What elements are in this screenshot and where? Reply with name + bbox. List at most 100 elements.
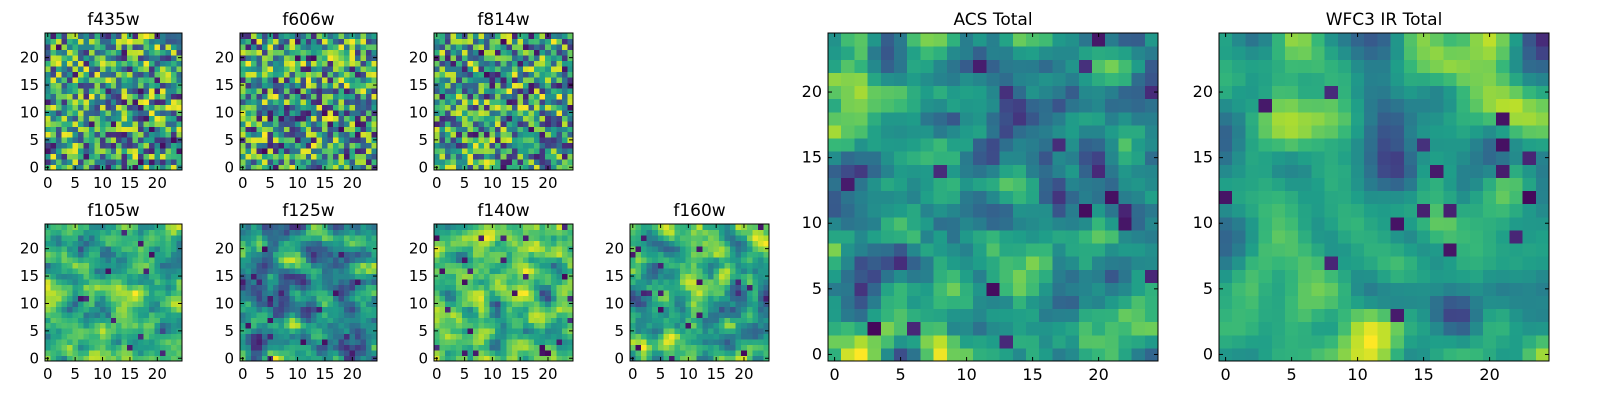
heatmap-cell <box>489 38 496 45</box>
heatmap-cell <box>724 295 731 302</box>
heatmap-cell <box>522 87 530 94</box>
heatmap-cell <box>467 333 474 340</box>
heatmap-cell <box>999 321 1014 336</box>
heatmap-cell <box>355 306 362 313</box>
heatmap-cell <box>316 109 323 116</box>
heatmap-cell <box>556 115 563 122</box>
heatmap-cell <box>630 295 637 302</box>
heatmap-cell <box>522 251 530 258</box>
heatmap-cell <box>154 93 161 100</box>
heatmap-cell <box>143 76 150 83</box>
heatmap-cell <box>110 278 117 285</box>
heatmap-cell <box>646 344 653 351</box>
heatmap-cell <box>668 289 676 296</box>
heatmap-cell <box>550 229 557 236</box>
heatmap-cell <box>752 267 759 274</box>
heatmap-cell <box>646 289 653 296</box>
heatmap-cell <box>472 306 480 313</box>
heatmap-cell <box>322 273 329 280</box>
heatmap-cell <box>132 120 139 127</box>
heatmap-cell <box>506 49 513 56</box>
heatmap-cell <box>561 289 569 296</box>
heatmap-cell <box>305 229 312 236</box>
heatmap-cell <box>511 87 518 94</box>
heatmap-cell <box>663 240 670 247</box>
heatmap-cell <box>61 120 68 127</box>
heatmap-cell <box>528 278 535 285</box>
heatmap-cell <box>250 131 258 138</box>
heatmap-cell <box>272 65 279 72</box>
heatmap-cell <box>946 295 961 310</box>
heatmap-cell <box>105 38 112 45</box>
heatmap-cell <box>511 164 518 171</box>
heatmap-cell <box>116 153 123 160</box>
heatmap-cell <box>933 190 948 205</box>
heatmap-cell <box>668 224 676 231</box>
heatmap-cell <box>707 234 714 242</box>
heatmap-cell <box>445 93 452 100</box>
heatmap-cell <box>349 159 356 166</box>
heatmap-cell <box>176 311 183 318</box>
heatmap-cell <box>556 355 563 362</box>
heatmap-cell <box>349 142 356 149</box>
heatmap-cell <box>176 38 183 45</box>
heatmap-cell <box>894 269 908 283</box>
heatmap-cell <box>165 137 172 144</box>
heatmap-cell <box>752 333 759 340</box>
heatmap-cell <box>517 234 524 242</box>
heatmap-cell <box>88 126 95 133</box>
heatmap-cell <box>316 49 323 56</box>
heatmap-cell <box>105 317 112 324</box>
heatmap-cell <box>674 240 681 247</box>
heatmap-cell <box>933 321 948 336</box>
heatmap-cell <box>94 159 101 166</box>
heatmap-cell <box>495 355 502 362</box>
heatmap-cell <box>630 284 637 291</box>
heatmap-cell <box>94 278 101 285</box>
heatmap-cell <box>1105 308 1119 323</box>
heatmap-cell <box>110 333 117 340</box>
heatmap-cell <box>349 333 356 340</box>
x-tick-label: 0 <box>432 174 442 192</box>
heatmap-cell <box>550 339 557 346</box>
heatmap-cell <box>495 164 502 171</box>
heatmap-cell <box>489 82 496 89</box>
heatmap-cell <box>630 339 637 346</box>
heatmap-cell <box>165 49 172 56</box>
heatmap-cell <box>116 131 123 138</box>
heatmap-cell <box>77 267 84 274</box>
heatmap-cell <box>668 328 676 335</box>
heatmap-cell <box>534 256 541 263</box>
heatmap-cell <box>1118 190 1133 205</box>
heatmap-cell <box>366 245 373 252</box>
heatmap-cell <box>99 262 106 269</box>
heatmap-cell <box>663 333 670 340</box>
heatmap-cell <box>854 203 869 218</box>
heatmap-cell <box>333 126 340 133</box>
heatmap-cell <box>256 322 263 329</box>
heatmap-cell <box>132 344 139 351</box>
heatmap-cell <box>1065 295 1080 310</box>
heatmap-cell <box>116 322 123 329</box>
heatmap-cell <box>366 328 373 335</box>
heatmap-cell <box>272 43 279 51</box>
heatmap-cell <box>171 284 178 291</box>
heatmap-cell <box>894 308 908 323</box>
heatmap-cell <box>305 278 312 285</box>
heatmap-cell <box>72 295 79 302</box>
heatmap-cell <box>489 245 496 252</box>
heatmap-cell <box>763 256 770 263</box>
heatmap-cell <box>472 54 480 61</box>
heatmap-cell <box>171 278 178 285</box>
heatmap-cell <box>160 224 167 231</box>
heatmap-cell <box>300 311 307 318</box>
heatmap-cell <box>561 33 569 40</box>
heatmap-cell <box>132 311 139 318</box>
heatmap-cell <box>305 98 312 105</box>
heatmap-cell <box>674 333 681 340</box>
heatmap-cell <box>105 126 112 133</box>
heatmap-cell <box>77 33 84 40</box>
heatmap-cell <box>567 120 574 127</box>
heatmap-cell <box>528 153 535 160</box>
heatmap-cell <box>867 151 882 165</box>
